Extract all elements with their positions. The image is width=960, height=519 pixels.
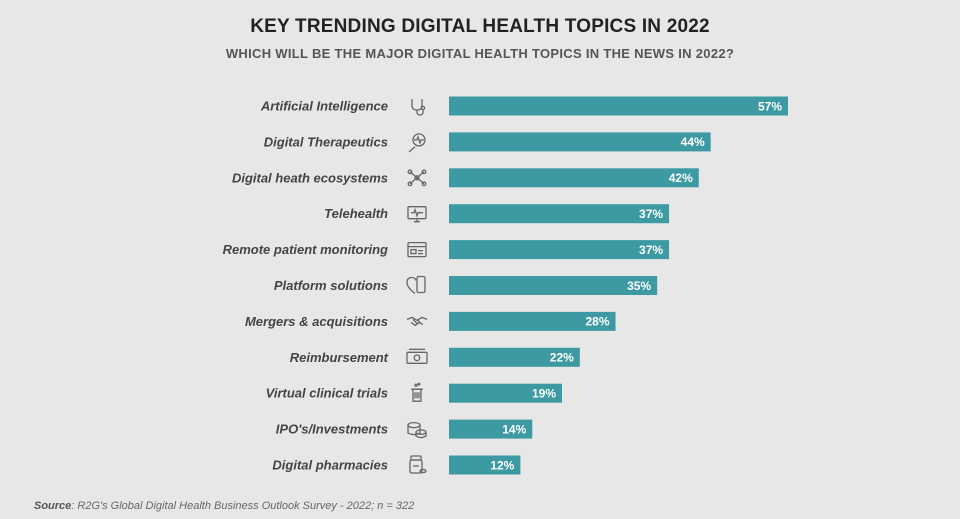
bar	[449, 383, 562, 403]
bar	[449, 132, 711, 152]
category-label: Mergers & acquisitions	[245, 314, 388, 329]
stethoscope-icon	[411, 99, 426, 116]
telehealth-screen-icon	[407, 206, 427, 223]
bar	[449, 96, 788, 116]
bar	[449, 347, 580, 367]
monitor-window-icon	[407, 241, 427, 258]
source-note: Source: R2G's Global Digital Health Busi…	[34, 500, 414, 512]
handshake-icon	[406, 316, 428, 327]
bar	[449, 311, 616, 331]
value-label: 28%	[585, 315, 609, 329]
category-label: Virtual clinical trials	[266, 386, 388, 401]
value-label: 37%	[639, 243, 663, 257]
bar	[449, 276, 658, 295]
heart-phone-icon	[406, 275, 426, 295]
value-label: 22%	[550, 351, 574, 365]
value-label: 19%	[532, 387, 556, 401]
value-label: 37%	[639, 207, 663, 221]
value-label: 57%	[758, 99, 782, 113]
value-label: 44%	[681, 135, 705, 149]
source-text: : R2G's Global Digital Health Business O…	[71, 500, 415, 512]
category-label: Reimbursement	[290, 350, 389, 365]
bar	[449, 204, 670, 224]
coins-icon	[407, 421, 427, 439]
magnifier-heartbeat-icon	[408, 133, 426, 153]
bar	[449, 455, 521, 475]
category-label: Remote patient monitoring	[223, 242, 388, 257]
money-bill-icon	[406, 348, 428, 364]
bar	[449, 419, 533, 439]
value-label: 42%	[669, 171, 693, 185]
network-nodes-icon	[407, 169, 427, 187]
category-label: Digital pharmacies	[272, 458, 388, 473]
chart-subtitle: WHICH WILL BE THE MAJOR DIGITAL HEALTH T…	[225, 46, 735, 61]
category-label: Platform solutions	[274, 278, 388, 293]
test-tube-icon	[411, 382, 423, 402]
category-label: Digital Therapeutics	[264, 134, 388, 149]
bar	[449, 240, 670, 260]
pill-bottle-icon	[409, 455, 427, 474]
category-label: Artificial Intelligence	[260, 99, 388, 114]
category-label: IPO's/Investments	[276, 422, 388, 437]
source-label: Source	[34, 500, 72, 512]
value-label: 12%	[490, 458, 514, 472]
value-label: 14%	[502, 422, 526, 436]
chart-title: KEY TRENDING DIGITAL HEALTH TOPICS IN 20…	[250, 16, 710, 37]
category-label: Digital heath ecosystems	[232, 170, 388, 185]
category-label: Telehealth	[324, 206, 388, 221]
bar	[449, 168, 699, 188]
value-label: 35%	[627, 279, 651, 293]
